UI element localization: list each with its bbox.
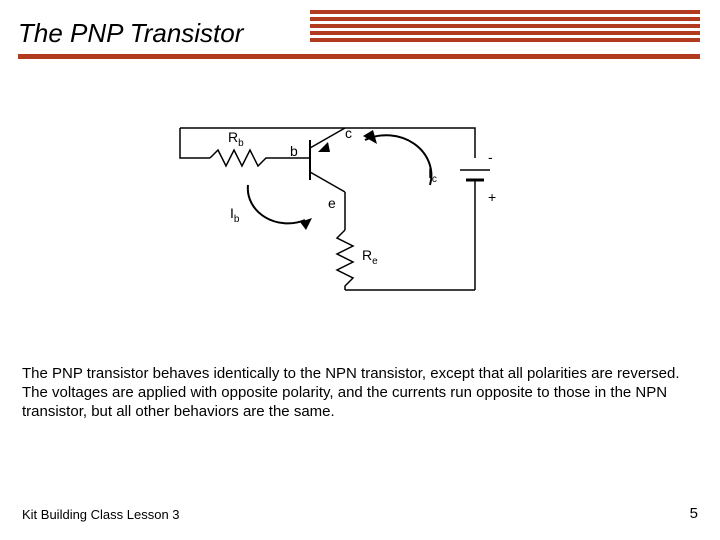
- label-plus: +: [488, 189, 496, 205]
- footer-page-number: 5: [690, 505, 698, 522]
- title-underline: [18, 54, 700, 59]
- footer-lesson: Kit Building Class Lesson 3: [22, 507, 180, 522]
- label-b: b: [290, 143, 298, 159]
- circuit-diagram: Rb b c e Ib Ic Re - +: [150, 110, 570, 330]
- header-stripes: [310, 10, 700, 45]
- page-title: The PNP Transistor: [18, 18, 243, 49]
- label-ic: Ic: [428, 165, 437, 185]
- label-rb: Rb: [228, 129, 244, 149]
- body-paragraph: The PNP transistor behaves identically t…: [22, 365, 698, 421]
- label-c: c: [345, 125, 352, 141]
- label-minus: -: [488, 149, 493, 165]
- label-e: e: [328, 195, 336, 211]
- label-ib: Ib: [230, 205, 240, 225]
- label-re: Re: [362, 247, 378, 267]
